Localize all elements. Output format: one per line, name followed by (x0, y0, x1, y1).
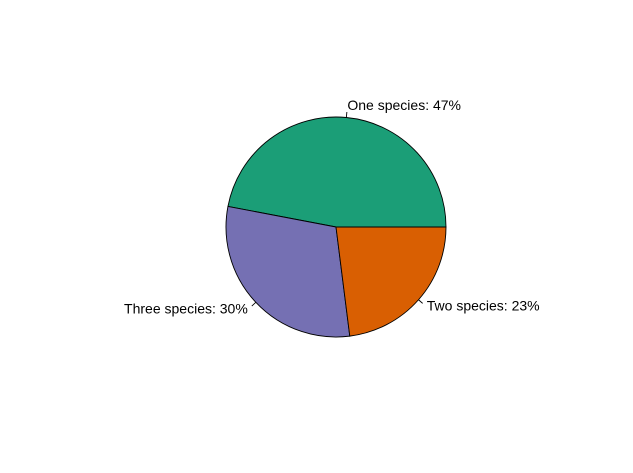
pie-leader-line-1 (345, 111, 348, 118)
pie-slice-1 (227, 116, 447, 228)
pie-slices (225, 116, 447, 338)
pie-slice-label-1: One species: 47% (347, 97, 461, 113)
pie-slice-2 (225, 205, 351, 338)
pie-slice-label-3: Two species: 23% (427, 298, 540, 314)
pie-slice-label-2: Three species: 30% (124, 301, 248, 317)
pie-labels: One species: 47% Three species: 30% Two sp… (124, 97, 540, 316)
pie-slice-3 (335, 226, 447, 337)
pie-leader-line-3 (418, 299, 423, 304)
pie-leader-line-2 (251, 301, 257, 307)
